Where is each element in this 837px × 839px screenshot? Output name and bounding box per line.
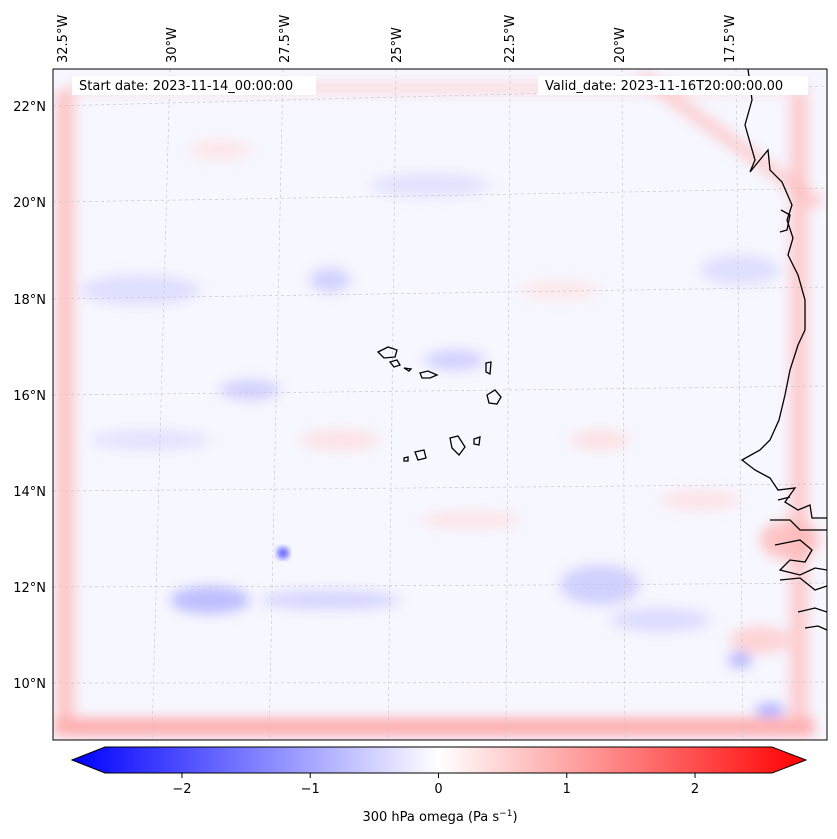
island-sal bbox=[485, 361, 492, 376]
start-label-box bbox=[72, 76, 316, 95]
island-santiago bbox=[449, 435, 466, 456]
lat-label: 10°N bbox=[13, 677, 46, 692]
map-frame bbox=[52, 68, 828, 741]
lat-label: 16°N bbox=[13, 389, 46, 404]
start-date-label: Start date: 2023-11-14_00:00:00 bbox=[79, 79, 293, 94]
valid-date-label: Valid_date: 2023-11-16T20:00:00.00 bbox=[545, 79, 783, 94]
graticule bbox=[53, 69, 827, 740]
lon-label: 32.5°W bbox=[56, 15, 71, 63]
lon-label: 22.5°W bbox=[503, 15, 518, 63]
lat-label: 18°N bbox=[13, 293, 46, 308]
lat-label: 20°N bbox=[13, 196, 46, 211]
map-panel bbox=[53, 69, 827, 740]
longitude-labels: 32.5°W 30°W 27.5°W 25°W 22.5°W 20°W 17.5… bbox=[56, 15, 738, 63]
africa-coast bbox=[740, 69, 827, 519]
colorbar-label: 300 hPa omega (Pa s−1) bbox=[362, 809, 517, 825]
lon-label: 25°W bbox=[390, 27, 405, 63]
lat-label: 12°N bbox=[13, 581, 46, 596]
island-sao-nicolau bbox=[419, 370, 439, 379]
colorbar-tick-label: −1 bbox=[301, 782, 320, 797]
colorbar-ticks: −2 −1 0 1 2 bbox=[172, 773, 699, 797]
colorbar-tick-label: 2 bbox=[691, 782, 699, 797]
island-boa-vista bbox=[486, 389, 502, 405]
island-maio bbox=[473, 436, 481, 446]
lon-label: 17.5°W bbox=[723, 15, 738, 63]
coastlines bbox=[376, 69, 827, 631]
colorbar-tick-label: 1 bbox=[563, 782, 571, 797]
lon-label: 20°W bbox=[613, 27, 628, 63]
island-sao-vicente bbox=[388, 359, 401, 368]
lon-label: 27.5°W bbox=[278, 15, 293, 63]
lat-label: 14°N bbox=[13, 485, 46, 500]
valid-label-box bbox=[538, 76, 808, 95]
colorbar: −2 −1 0 1 2 300 hPa omega (Pa s−1) bbox=[70, 746, 808, 825]
island-fogo bbox=[414, 449, 427, 461]
lon-label: 30°W bbox=[165, 27, 180, 63]
omega-minimum-spot bbox=[277, 547, 289, 559]
lat-label: 22°N bbox=[13, 100, 46, 115]
island-santa-luzia bbox=[403, 367, 413, 372]
colorbar-tick-label: 0 bbox=[434, 782, 442, 797]
latitude-labels: 22°N 20°N 18°N 16°N 14°N 12°N 10°N bbox=[13, 100, 46, 692]
island-santo-antao bbox=[376, 346, 398, 359]
colorbar-bar bbox=[70, 746, 808, 774]
island-brava bbox=[403, 456, 409, 462]
map-background bbox=[53, 69, 827, 740]
colorbar-tick-label: −2 bbox=[172, 782, 191, 797]
